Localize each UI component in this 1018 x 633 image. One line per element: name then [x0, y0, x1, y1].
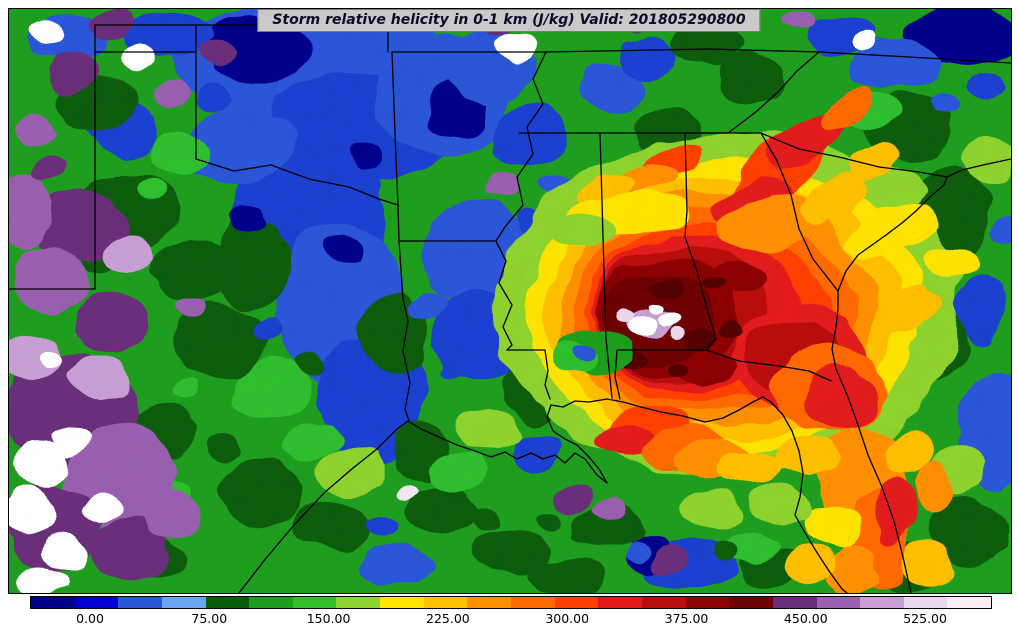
state-border-line [705, 349, 832, 382]
state-border-line [495, 51, 547, 242]
colorbar-segment [380, 597, 424, 608]
state-border-line [397, 204, 400, 242]
colorbar-segment [598, 597, 642, 608]
colorbar-tick-label: 375.00 [664, 611, 709, 626]
colorbar-segment [903, 597, 948, 608]
state-border-line [391, 51, 399, 206]
state-border-line [760, 132, 839, 292]
state-border-line [495, 240, 513, 351]
state-border-line [545, 48, 820, 53]
colorbar-tick-label: 525.00 [903, 611, 947, 626]
state-borders [9, 24, 1011, 593]
state-border-line [614, 349, 707, 400]
colorbar-segment [161, 597, 206, 608]
colorbar-segment [467, 597, 512, 608]
state-border-line [760, 132, 948, 178]
colorbar-tick-label: 450.00 [783, 611, 828, 626]
state-border-line [195, 158, 399, 206]
state-border-line [831, 158, 1011, 593]
colorbar-segment [292, 597, 337, 608]
colorbar-tick-label: 75.00 [191, 611, 228, 626]
state-border-line [684, 132, 717, 351]
state-border-line [818, 51, 1011, 64]
colorbar-segment [511, 597, 555, 608]
colorbar-segment [423, 597, 468, 608]
colorbar-segment [947, 597, 992, 608]
colorbar-segment [685, 597, 730, 608]
colorbar-tick-label: 225.00 [426, 611, 470, 626]
map-plot-area [8, 8, 1012, 594]
colorbar-segment [816, 597, 861, 608]
colorbar-tick-label: 0.00 [76, 611, 104, 626]
colorbar-segment [336, 597, 381, 608]
colorbar-segment [31, 597, 75, 608]
colorbar-tick-label: 150.00 [306, 611, 351, 626]
colorbar-segment [641, 597, 686, 608]
state-border-line [398, 240, 411, 422]
colorbar-segment [249, 597, 293, 608]
state-border-line [599, 132, 613, 399]
colorbar-segment [729, 597, 773, 608]
colorbar-segment [205, 597, 250, 608]
map-title: Storm relative helicity in 0-1 km (J/kg)… [257, 9, 761, 32]
colorbar-tick-label: 300.00 [545, 611, 590, 626]
colorbar-labels: 0.00 75.00 150.00 225.00 300.00 375.00 450.00 5… [0, 611, 1018, 631]
colorbar-segment [74, 597, 119, 608]
state-border-line [727, 51, 820, 134]
state-border-line [506, 349, 551, 400]
colorbar-segment [118, 597, 162, 608]
map-canvas [9, 9, 1011, 593]
colorbar-segment [772, 597, 817, 608]
colorbar-segment [860, 597, 904, 608]
colorbar-segment [554, 597, 599, 608]
state-border-line [238, 396, 848, 593]
colorbar [30, 596, 992, 609]
